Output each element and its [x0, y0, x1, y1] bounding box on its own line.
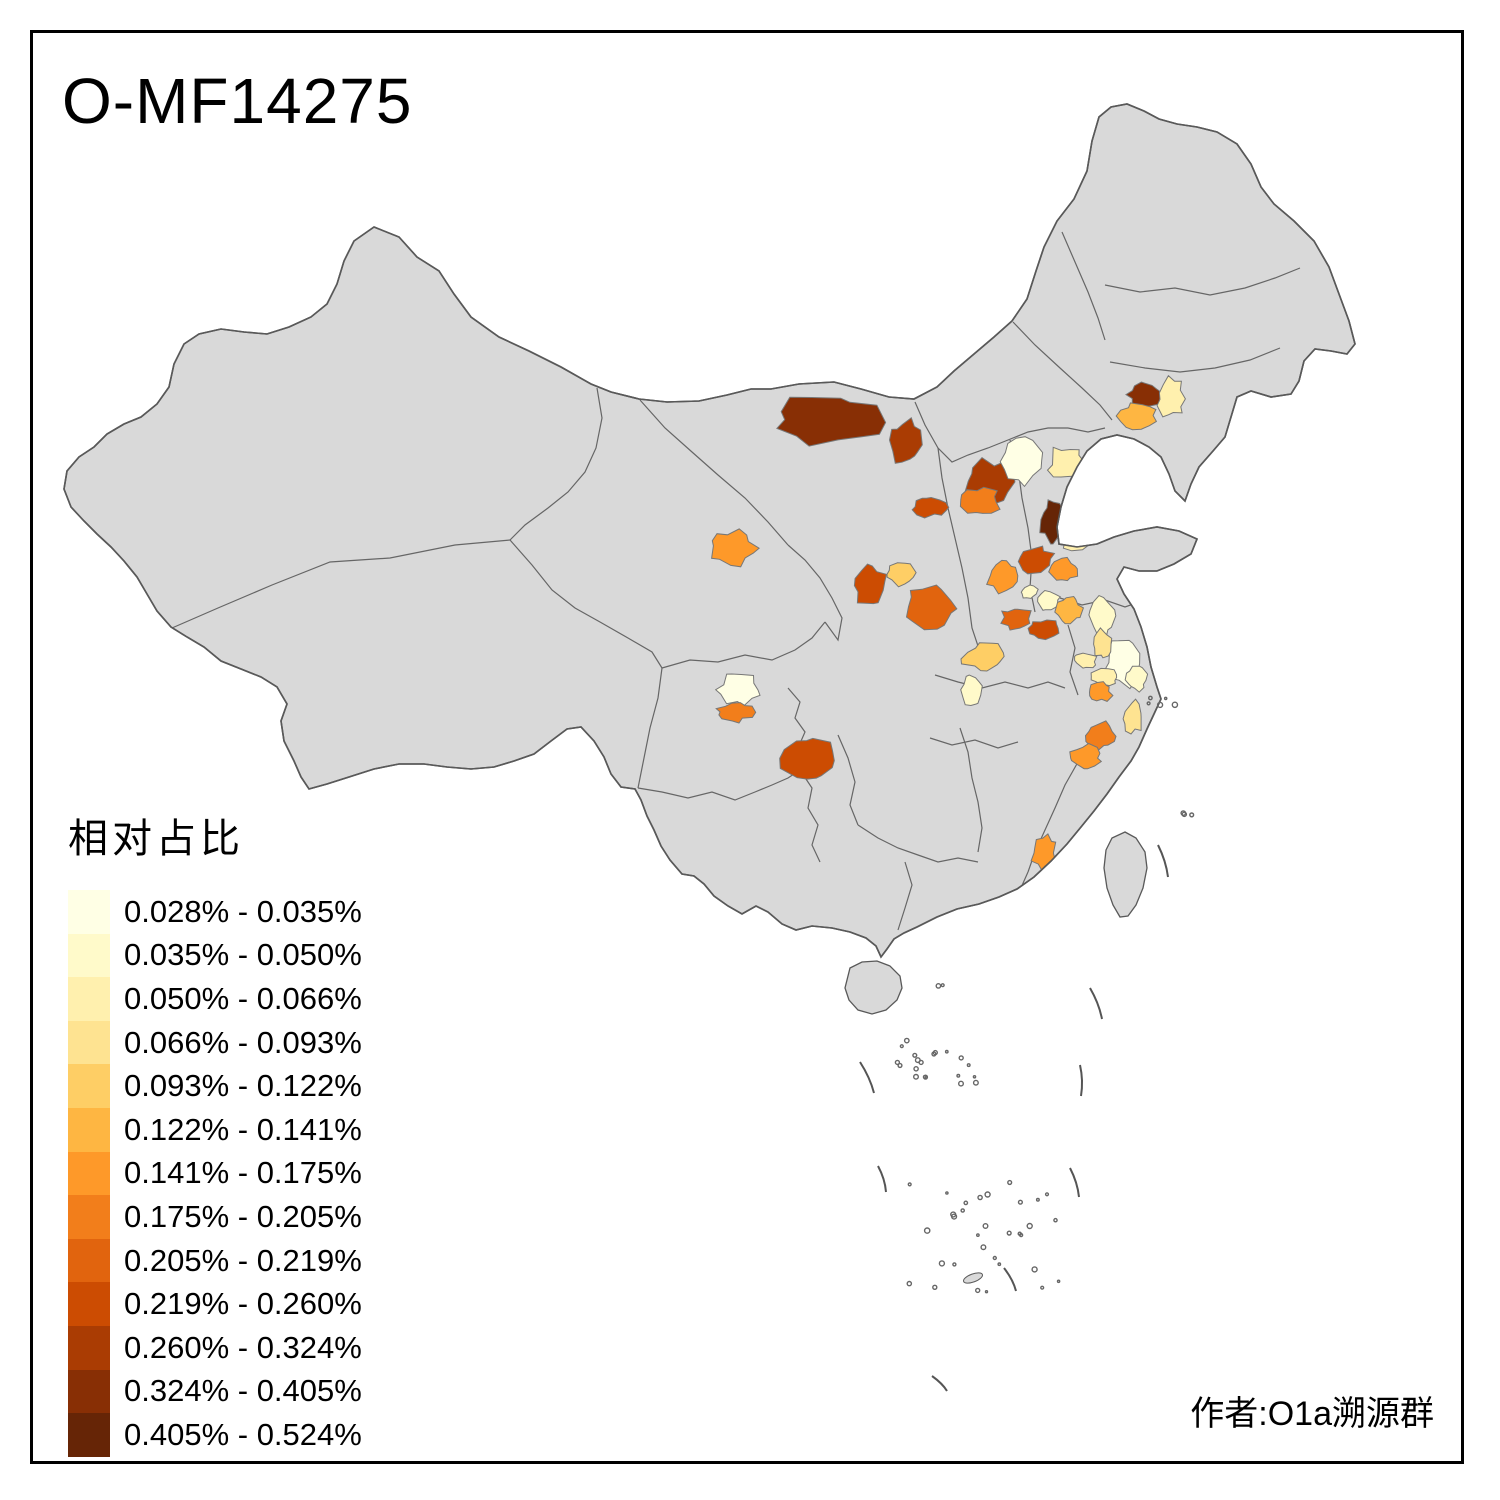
legend-swatch	[68, 977, 110, 1021]
legend-swatch	[68, 1325, 110, 1370]
legend-swatch	[68, 1064, 110, 1108]
map-region	[1156, 374, 1186, 418]
map-region	[1122, 698, 1142, 735]
legend-item: 0.066% - 0.093%	[68, 1020, 362, 1065]
legend-label: 0.260% - 0.324%	[124, 1329, 362, 1365]
map-region	[1037, 589, 1062, 611]
map-region	[960, 642, 1005, 672]
map-region	[1027, 619, 1060, 641]
map-region	[1020, 584, 1039, 599]
legend-swatch	[68, 1151, 110, 1196]
map-region	[999, 436, 1044, 488]
legend-item: 0.175% - 0.205%	[68, 1195, 362, 1239]
legend-item: 0.219% - 0.260%	[68, 1282, 362, 1326]
legend-item: 0.093% - 0.122%	[68, 1064, 362, 1108]
legend-item: 0.260% - 0.324%	[68, 1325, 362, 1370]
map-region	[1088, 681, 1114, 702]
map-region	[1017, 545, 1056, 575]
legend-swatch	[68, 1413, 110, 1457]
map-region	[1124, 665, 1149, 693]
attribution: 作者:O1a溯源群	[1190, 1395, 1434, 1433]
map-region	[714, 673, 761, 707]
legend-label: 0.050% - 0.066%	[124, 980, 362, 1016]
map-region	[905, 584, 958, 631]
legend-item: 0.035% - 0.050%	[68, 933, 362, 978]
nine-dash-line	[859, 844, 1169, 1392]
legend-label: 0.141% - 0.175%	[124, 1155, 362, 1191]
legend-title: 相对占比	[68, 817, 244, 861]
legend-swatch	[68, 1107, 110, 1152]
islet	[963, 1272, 983, 1284]
island-dots	[894, 695, 1195, 1294]
legend-swatch	[68, 933, 110, 978]
hainan-island	[844, 960, 903, 1015]
map-region	[711, 528, 760, 568]
legend-item: 0.141% - 0.175%	[68, 1151, 362, 1196]
legend-swatch	[68, 890, 110, 934]
map-region	[1084, 720, 1117, 751]
legend-label: 0.219% - 0.260%	[124, 1286, 362, 1322]
legend-swatch	[68, 1238, 110, 1283]
legend-item: 0.050% - 0.066%	[68, 977, 362, 1021]
legend-items: 0.028% - 0.035% 0.035% - 0.050% 0.050% - 0…	[68, 890, 362, 1457]
legend-item: 0.122% - 0.141%	[68, 1107, 362, 1152]
legend-item: 0.324% - 0.405%	[68, 1369, 362, 1414]
legend-label: 0.093% - 0.122%	[124, 1068, 362, 1104]
map-region	[1000, 608, 1032, 631]
legend-item: 0.028% - 0.035%	[68, 890, 362, 934]
figure-frame	[30, 30, 1464, 1464]
legend-label: 0.035% - 0.050%	[124, 937, 362, 973]
map-region	[1093, 627, 1113, 659]
map-region	[888, 416, 923, 464]
map-region	[911, 496, 950, 519]
legend-label: 0.205% - 0.219%	[124, 1242, 362, 1278]
map-region	[886, 562, 917, 588]
legend-swatch	[68, 1282, 110, 1326]
province-borders	[171, 231, 1301, 931]
map-region	[960, 674, 983, 707]
map-region	[1054, 595, 1085, 625]
map-region	[959, 486, 1001, 514]
taiwan-island	[1103, 831, 1148, 918]
map-region	[1125, 381, 1162, 408]
legend-item: 0.405% - 0.524%	[68, 1413, 362, 1457]
highlighted-regions	[711, 374, 1186, 872]
legend-swatch	[68, 1020, 110, 1065]
legend: 相对占比 0.028% - 0.035% 0.035% - 0.050% 0.050…	[68, 806, 362, 1457]
legend-label: 0.028% - 0.035%	[124, 893, 362, 929]
map-region	[853, 563, 888, 605]
legend-swatch	[68, 1369, 110, 1414]
legend-label: 0.175% - 0.205%	[124, 1198, 362, 1234]
map-region	[1069, 742, 1103, 770]
page-title: O-MF14275	[62, 65, 413, 137]
map-region	[1048, 556, 1079, 582]
map-region	[1074, 652, 1098, 669]
legend-swatch	[68, 1195, 110, 1239]
map-region	[1090, 667, 1118, 687]
legend-item: 0.205% - 0.219%	[68, 1238, 362, 1283]
legend-label: 0.066% - 0.093%	[124, 1024, 362, 1060]
map-region	[1115, 402, 1158, 431]
legend-label: 0.405% - 0.524%	[124, 1416, 362, 1452]
map-region	[779, 737, 835, 780]
map-region	[776, 396, 887, 447]
map-region	[1088, 594, 1117, 639]
legend-label: 0.122% - 0.141%	[124, 1111, 362, 1147]
map-region	[986, 559, 1019, 595]
land-layer	[171, 231, 1301, 931]
legend-label: 0.324% - 0.405%	[124, 1373, 362, 1409]
national-border	[63, 103, 1356, 959]
map-region	[715, 702, 757, 724]
